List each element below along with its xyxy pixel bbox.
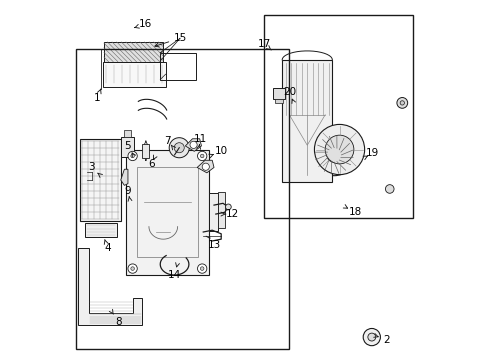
Circle shape	[225, 204, 231, 210]
Polygon shape	[185, 139, 201, 151]
Circle shape	[399, 101, 404, 105]
Circle shape	[385, 185, 393, 193]
Circle shape	[325, 135, 353, 164]
Text: 16: 16	[139, 19, 152, 29]
Circle shape	[197, 151, 206, 161]
Circle shape	[202, 163, 209, 170]
Text: 13: 13	[207, 239, 220, 249]
Text: 14: 14	[167, 270, 181, 280]
Circle shape	[128, 264, 137, 273]
Text: 5: 5	[124, 141, 131, 151]
Bar	[208, 193, 217, 231]
Text: 19: 19	[366, 148, 379, 158]
Circle shape	[367, 333, 375, 341]
Bar	[273, 88, 284, 99]
Text: 11: 11	[194, 134, 207, 144]
Circle shape	[200, 267, 203, 270]
Bar	[124, 130, 131, 137]
Text: 10: 10	[214, 146, 227, 156]
Text: 17: 17	[257, 40, 270, 49]
Bar	[80, 139, 121, 221]
Circle shape	[200, 154, 203, 158]
Text: 2: 2	[382, 334, 388, 345]
Text: 4: 4	[104, 243, 111, 253]
Bar	[217, 192, 224, 228]
Bar	[137, 167, 198, 257]
Text: 6: 6	[148, 159, 154, 169]
Text: 9: 9	[124, 186, 131, 196]
Circle shape	[396, 98, 407, 108]
Bar	[264, 15, 412, 218]
Text: 3: 3	[87, 162, 94, 172]
Bar	[282, 60, 332, 182]
Polygon shape	[197, 160, 214, 173]
Bar	[104, 42, 163, 62]
Text: 8: 8	[115, 317, 122, 327]
Bar	[85, 223, 117, 237]
Circle shape	[314, 125, 364, 175]
Bar	[142, 144, 149, 158]
Circle shape	[174, 143, 184, 153]
Bar	[121, 137, 134, 157]
Bar	[160, 53, 196, 80]
Bar	[275, 99, 282, 103]
Circle shape	[197, 264, 206, 273]
Text: 12: 12	[225, 209, 238, 219]
Polygon shape	[121, 169, 128, 185]
Circle shape	[131, 267, 134, 270]
Polygon shape	[102, 62, 165, 87]
Circle shape	[131, 154, 134, 158]
Text: 18: 18	[347, 207, 361, 217]
Circle shape	[190, 141, 197, 148]
Text: 20: 20	[282, 87, 295, 97]
Text: 1: 1	[94, 93, 101, 103]
Circle shape	[313, 134, 354, 176]
Text: 7: 7	[164, 136, 170, 145]
Polygon shape	[78, 248, 142, 325]
Circle shape	[128, 151, 137, 161]
Text: 15: 15	[173, 33, 186, 43]
Circle shape	[363, 328, 380, 346]
Bar	[126, 149, 208, 275]
Circle shape	[169, 138, 189, 158]
Circle shape	[326, 148, 341, 162]
Bar	[76, 49, 289, 348]
